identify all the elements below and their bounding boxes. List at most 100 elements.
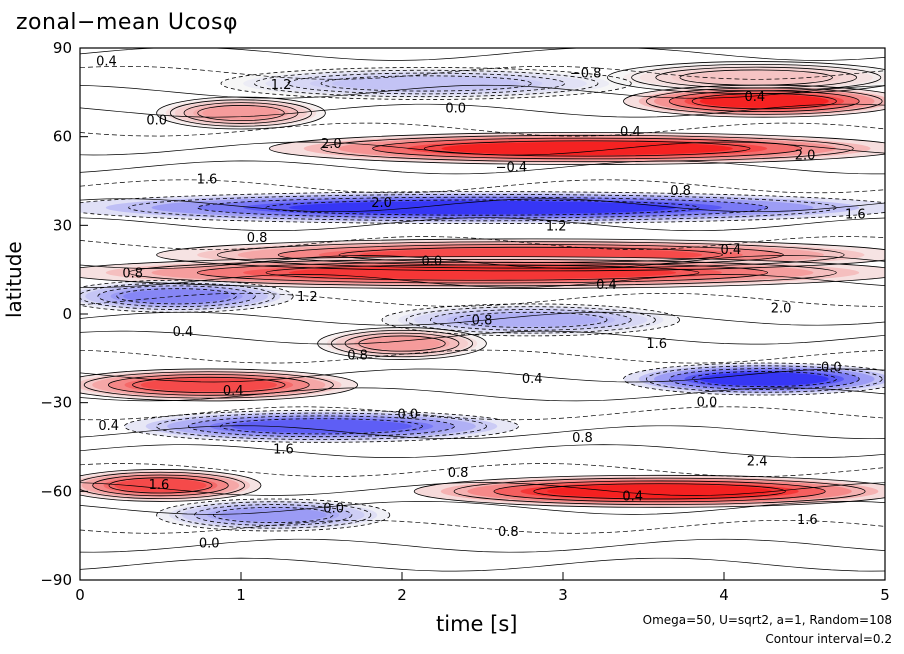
contour-line bbox=[80, 65, 885, 80]
contour-line bbox=[80, 84, 885, 99]
contour-line bbox=[453, 477, 866, 505]
field-band bbox=[156, 97, 326, 130]
contour-labels: 0.4 −0.8 1.2 0.4 0.0 0.0 0.4 2.0 2.0 −0.4 1.6 0.8 2.… bbox=[96, 55, 866, 552]
contour-line bbox=[80, 538, 885, 553]
contour-line bbox=[116, 288, 237, 305]
contour-line bbox=[80, 463, 885, 477]
contour-line bbox=[454, 311, 608, 328]
contour-line bbox=[80, 160, 885, 175]
field-band bbox=[124, 410, 519, 443]
contour-line bbox=[405, 306, 656, 334]
field-contour-fill bbox=[231, 419, 412, 433]
y-tick-label: −60 bbox=[40, 482, 72, 500]
y-tick-label: 0 bbox=[62, 305, 72, 323]
contour-label: 0.0 bbox=[397, 407, 418, 422]
contour-label: 1.2 bbox=[271, 78, 292, 93]
contour-label: 0.8 bbox=[247, 231, 268, 246]
contour-line bbox=[265, 199, 700, 216]
contour-line bbox=[330, 329, 474, 358]
contour-label: 1.6 bbox=[273, 443, 294, 458]
contour-label: 2.0 bbox=[321, 137, 342, 152]
y-tick-label: 30 bbox=[53, 216, 72, 234]
x-tick-label: 0 bbox=[75, 586, 85, 604]
contour-line bbox=[80, 557, 885, 572]
contour-line bbox=[92, 474, 229, 497]
contour-line bbox=[80, 292, 885, 307]
field-band bbox=[80, 191, 885, 224]
contour-line bbox=[80, 406, 885, 421]
contour-line bbox=[645, 87, 883, 115]
field-band bbox=[156, 498, 390, 531]
contour-line bbox=[156, 238, 885, 272]
contour-label: 0.8 bbox=[448, 466, 469, 481]
field-band bbox=[623, 85, 885, 118]
contour-line bbox=[253, 69, 599, 98]
contour-line bbox=[175, 501, 372, 529]
contour-label: 0.4 bbox=[98, 419, 119, 434]
contour-label: 0.4 bbox=[223, 384, 244, 399]
contour-line bbox=[429, 309, 632, 331]
field-band bbox=[623, 363, 885, 396]
contour-line bbox=[217, 241, 845, 269]
field-contour-fill bbox=[363, 336, 441, 351]
field-contour-fill bbox=[462, 313, 599, 327]
contour-label: 0.8 bbox=[498, 525, 519, 540]
contour-label: −0.8 bbox=[570, 66, 602, 81]
contour-line bbox=[97, 285, 256, 308]
contour-line bbox=[128, 259, 837, 287]
contour-line bbox=[80, 255, 885, 269]
contour-label: 0.4 bbox=[522, 372, 543, 387]
field-contour-fill bbox=[219, 508, 327, 522]
contour-line bbox=[80, 501, 885, 515]
y-axis-label: latitude bbox=[2, 241, 26, 318]
contour-line bbox=[80, 282, 275, 310]
contour-line bbox=[691, 371, 837, 388]
contour-line bbox=[533, 483, 786, 500]
contour-line bbox=[220, 67, 632, 100]
contour-line bbox=[197, 105, 285, 122]
chart-title: zonal−mean Ucosφ bbox=[16, 10, 238, 35]
contour-label: 1.6 bbox=[149, 478, 170, 493]
axes: 0 1 2 3 4 5 90 60 30 0 −30 −60 −90 bbox=[40, 39, 889, 604]
contour-line bbox=[287, 72, 566, 95]
contour-line bbox=[80, 469, 262, 502]
x-tick-label: 4 bbox=[719, 586, 729, 604]
contour-line bbox=[80, 141, 885, 156]
contour-label: 1.6 bbox=[845, 208, 866, 223]
contour-line bbox=[80, 519, 885, 534]
contour-label: 0.0 bbox=[199, 537, 220, 552]
contour-line bbox=[156, 96, 326, 130]
contour-line bbox=[80, 256, 885, 290]
contour-line bbox=[320, 75, 532, 92]
contour-line bbox=[80, 191, 885, 224]
contour-line bbox=[156, 498, 391, 532]
contour-line bbox=[188, 415, 455, 438]
contour-line bbox=[213, 506, 334, 523]
field-band bbox=[80, 280, 294, 313]
contour-label: 0.8 bbox=[472, 313, 493, 328]
contour-line bbox=[80, 387, 885, 402]
contour-line bbox=[381, 303, 681, 337]
contour-line bbox=[80, 471, 246, 500]
contour-label: 0.0 bbox=[323, 501, 344, 516]
contour-label: 0.4 bbox=[596, 278, 617, 293]
contour-label: 0.0 bbox=[421, 255, 442, 270]
contour-line bbox=[80, 217, 885, 232]
x-tick-label: 1 bbox=[236, 586, 246, 604]
contour-line bbox=[268, 132, 885, 165]
contour-line bbox=[80, 48, 885, 61]
contour-label: 2.0 bbox=[771, 302, 792, 317]
x-axis-label: time [s] bbox=[436, 612, 518, 636]
contour-label: 0.4 bbox=[721, 243, 742, 258]
contour-label: 1.2 bbox=[297, 290, 318, 305]
contour-label: 0.4 bbox=[744, 90, 765, 105]
field-contour-fill bbox=[441, 141, 733, 156]
contour-line bbox=[80, 425, 885, 440]
contour-line bbox=[108, 477, 213, 494]
contour-line bbox=[196, 261, 769, 284]
contour-line bbox=[80, 444, 885, 458]
contour-label: 0.4 bbox=[620, 125, 641, 140]
field-band bbox=[80, 469, 261, 502]
contour-label: 0.4 bbox=[173, 325, 194, 340]
